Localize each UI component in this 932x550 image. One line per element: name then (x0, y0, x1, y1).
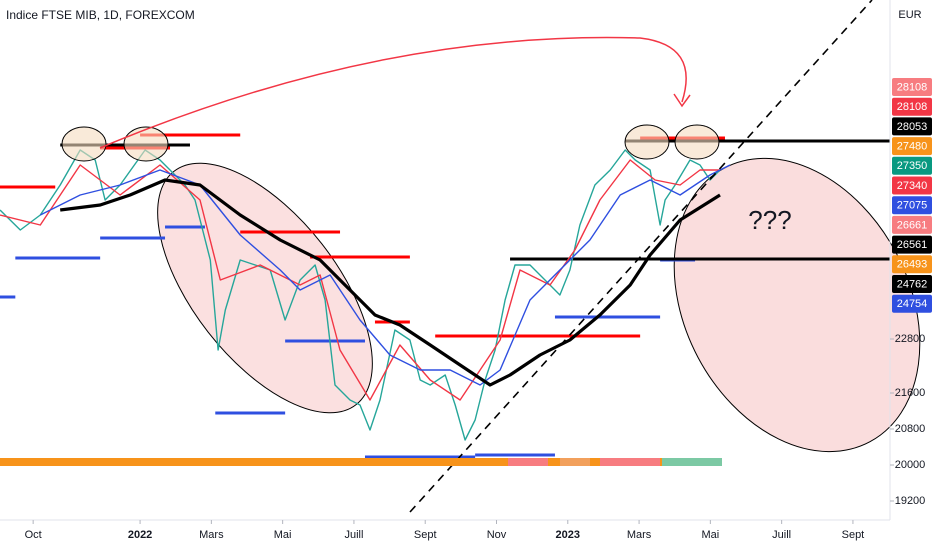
price-label: 27480 (897, 141, 928, 153)
series-line (0, 159, 720, 401)
trend-line (409, 0, 873, 513)
series-line (0, 149, 721, 441)
price-label-badge (892, 275, 932, 293)
price-label: 24754 (897, 298, 928, 310)
volume-band (600, 458, 660, 466)
price-label: 26493 (897, 259, 928, 271)
x-tick-label: Mai (274, 529, 292, 541)
price-label: 26561 (897, 239, 928, 251)
top-circle (624, 124, 670, 160)
y-tick-label: 20800 (895, 423, 926, 435)
x-tick-label: Mai (701, 529, 719, 541)
x-tick-label: 2022 (128, 529, 152, 541)
y-tick-label: 22800 (895, 333, 926, 345)
top-circle (674, 124, 720, 160)
x-tick-label: Mars (199, 529, 224, 541)
x-tick-label: 2023 (556, 529, 580, 541)
annotation: ??? (748, 205, 791, 235)
chart-title: Indice FTSE MIB, 1D, FOREXCOM (6, 8, 195, 22)
x-tick-label: Sept (842, 529, 865, 541)
y-tick-label: 19200 (895, 495, 926, 507)
price-label-badge (892, 294, 932, 313)
y-tick-label: 21600 (895, 387, 926, 399)
currency: EUR (898, 9, 921, 21)
price-label-badge (892, 117, 932, 136)
series-line (60, 178, 721, 387)
price-label: 28108 (897, 81, 928, 93)
price-label-badge (892, 97, 932, 116)
price-label: 28053 (897, 121, 928, 133)
price-label-badge (892, 156, 932, 175)
price-label-badge (892, 215, 932, 234)
volume-band (508, 458, 548, 466)
price-label: 27340 (897, 180, 928, 192)
x-tick-label: Mars (627, 529, 652, 541)
price-label-badge (892, 196, 932, 215)
price-label-badge (892, 255, 932, 274)
price-label-badge (892, 78, 932, 96)
price-label: 28108 (897, 101, 928, 113)
x-tick-label: Juill (772, 529, 791, 541)
price-label: 27075 (897, 200, 928, 212)
price-label-badge (892, 176, 932, 195)
x-tick-label: Nov (487, 529, 507, 541)
x-tick-label: Juill (344, 529, 363, 541)
x-tick-label: Oct (25, 529, 42, 541)
arrow (99, 36, 687, 149)
plot-area (0, 133, 890, 459)
volume-band (662, 458, 722, 466)
y-tick-label: 20000 (895, 459, 926, 471)
highlight-ellipse (157, 162, 373, 414)
price-label-badge (892, 235, 932, 254)
price-label: 24762 (897, 278, 928, 290)
price-label-badge (892, 137, 932, 156)
price-label: 27350 (897, 160, 928, 172)
x-tick-label: Sept (414, 529, 437, 541)
volume-band (560, 458, 590, 466)
arrow-head (673, 93, 691, 108)
series-line (39, 164, 731, 386)
top-circle (61, 126, 107, 162)
top-circle (123, 126, 169, 162)
volume-band (0, 458, 722, 466)
price-label: 26661 (897, 219, 928, 231)
